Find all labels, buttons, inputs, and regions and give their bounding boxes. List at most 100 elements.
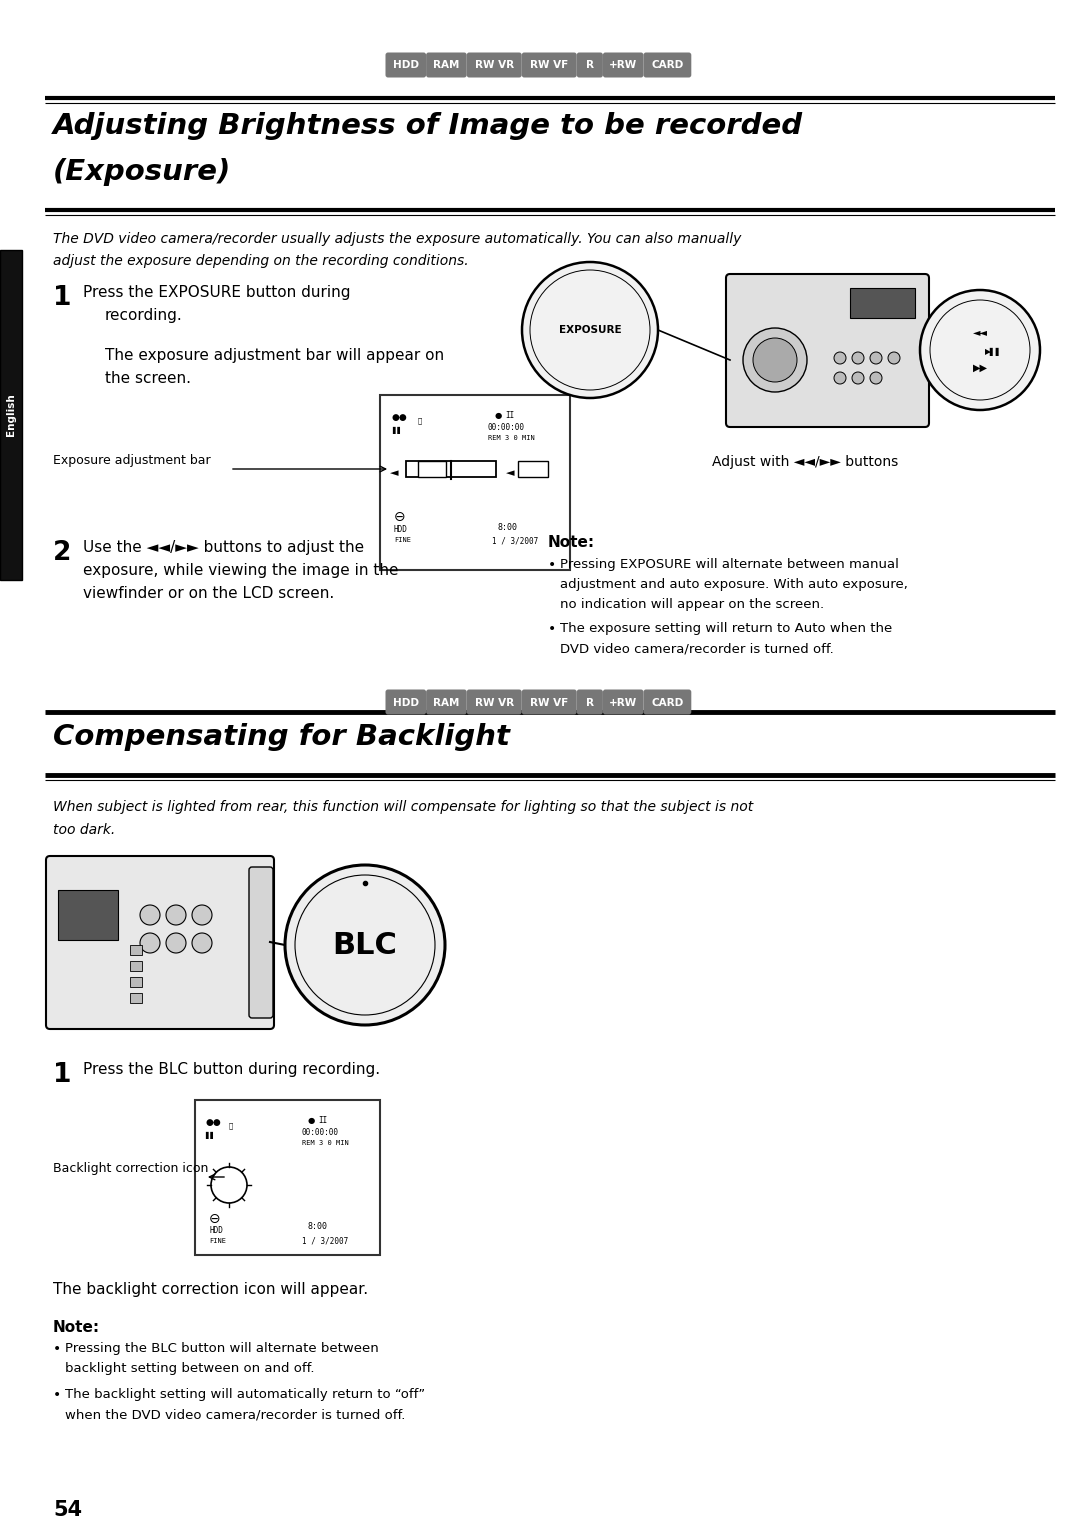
Text: 📷: 📷 <box>229 1122 233 1128</box>
Text: Compensating for Backlight: Compensating for Backlight <box>53 723 510 751</box>
Text: RW VF: RW VF <box>530 697 568 708</box>
Text: +RW: +RW <box>609 697 637 708</box>
Text: ◄: ◄ <box>390 468 399 479</box>
FancyBboxPatch shape <box>522 690 577 714</box>
Text: ▌▌: ▌▌ <box>392 427 403 434</box>
Text: EXPOSURE: EXPOSURE <box>558 326 621 335</box>
Circle shape <box>930 300 1030 401</box>
FancyBboxPatch shape <box>603 690 644 714</box>
Circle shape <box>870 352 882 364</box>
Text: 1 / 3/2007: 1 / 3/2007 <box>302 1235 348 1245</box>
Text: The backlight setting will automatically return to “off”: The backlight setting will automatically… <box>65 1388 426 1401</box>
Circle shape <box>285 865 445 1024</box>
Text: BLC: BLC <box>333 931 397 960</box>
Text: 1: 1 <box>53 1063 71 1089</box>
Circle shape <box>852 372 864 384</box>
Text: Pressing EXPOSURE will alternate between manual: Pressing EXPOSURE will alternate between… <box>561 558 899 570</box>
Text: (Exposure): (Exposure) <box>53 157 231 187</box>
FancyBboxPatch shape <box>130 992 141 1003</box>
FancyBboxPatch shape <box>0 251 22 579</box>
Text: HDD: HDD <box>393 61 419 70</box>
Circle shape <box>166 905 186 925</box>
Text: CARD: CARD <box>651 61 684 70</box>
Circle shape <box>140 905 160 925</box>
Circle shape <box>753 338 797 382</box>
Text: RAM: RAM <box>433 697 460 708</box>
Text: Note:: Note: <box>548 535 595 550</box>
Text: ◄: ◄ <box>507 468 514 479</box>
FancyBboxPatch shape <box>603 52 644 78</box>
Text: Exposure adjustment bar: Exposure adjustment bar <box>53 454 211 466</box>
Circle shape <box>192 905 212 925</box>
Text: •: • <box>53 1388 62 1402</box>
Text: Adjusting Brightness of Image to be recorded: Adjusting Brightness of Image to be reco… <box>53 112 804 141</box>
FancyBboxPatch shape <box>46 856 274 1029</box>
Text: Backlight correction icon: Backlight correction icon <box>53 1162 208 1174</box>
Text: too dark.: too dark. <box>53 823 116 836</box>
Circle shape <box>743 329 807 391</box>
Text: RW VR: RW VR <box>474 697 514 708</box>
Text: RW VF: RW VF <box>530 61 568 70</box>
Text: HDD: HDD <box>393 697 419 708</box>
Text: recording.: recording. <box>105 307 183 323</box>
Text: II: II <box>505 411 514 420</box>
Text: viewfinder or on the LCD screen.: viewfinder or on the LCD screen. <box>83 586 334 601</box>
Text: 📷: 📷 <box>418 417 422 424</box>
FancyBboxPatch shape <box>427 52 467 78</box>
Circle shape <box>870 372 882 384</box>
Text: •: • <box>548 622 556 636</box>
Text: ●: ● <box>308 1116 315 1125</box>
FancyBboxPatch shape <box>249 867 273 1018</box>
FancyBboxPatch shape <box>467 690 522 714</box>
Text: 00:00:00: 00:00:00 <box>488 424 525 433</box>
Text: backlight setting between on and off.: backlight setting between on and off. <box>65 1362 314 1375</box>
Text: Use the ◄◄/►► buttons to adjust the: Use the ◄◄/►► buttons to adjust the <box>83 540 364 555</box>
Text: 8:00: 8:00 <box>308 1222 328 1231</box>
FancyBboxPatch shape <box>58 890 118 940</box>
Circle shape <box>852 352 864 364</box>
Circle shape <box>522 261 658 398</box>
Circle shape <box>140 933 160 953</box>
FancyBboxPatch shape <box>522 52 577 78</box>
Text: The DVD video camera/recorder usually adjusts the exposure automatically. You ca: The DVD video camera/recorder usually ad… <box>53 232 741 246</box>
Text: RAM: RAM <box>433 61 460 70</box>
Text: •: • <box>548 558 556 572</box>
FancyBboxPatch shape <box>644 52 691 78</box>
Text: ⊖: ⊖ <box>394 511 406 524</box>
Circle shape <box>192 933 212 953</box>
FancyBboxPatch shape <box>130 945 141 956</box>
Text: DVD video camera/recorder is turned off.: DVD video camera/recorder is turned off. <box>561 642 834 654</box>
Circle shape <box>211 1167 247 1203</box>
Text: 1 / 3/2007: 1 / 3/2007 <box>492 537 538 546</box>
Text: The exposure setting will return to Auto when the: The exposure setting will return to Auto… <box>561 622 892 635</box>
FancyBboxPatch shape <box>850 287 915 318</box>
Text: ▶▶: ▶▶ <box>972 362 987 373</box>
Circle shape <box>834 352 846 364</box>
FancyBboxPatch shape <box>130 962 141 971</box>
Circle shape <box>530 271 650 390</box>
Text: ●●: ●● <box>392 413 408 422</box>
FancyBboxPatch shape <box>577 52 603 78</box>
Text: adjustment and auto exposure. With auto exposure,: adjustment and auto exposure. With auto … <box>561 578 908 592</box>
Text: 00:00:00: 00:00:00 <box>302 1128 339 1138</box>
Text: The backlight correction icon will appear.: The backlight correction icon will appea… <box>53 1281 368 1297</box>
FancyBboxPatch shape <box>577 690 603 714</box>
Text: FINE: FINE <box>210 1238 226 1245</box>
Text: Pressing the BLC button will alternate between: Pressing the BLC button will alternate b… <box>65 1342 379 1355</box>
Text: the screen.: the screen. <box>105 372 191 385</box>
Text: •: • <box>53 1342 62 1356</box>
Text: ●●: ●● <box>205 1118 220 1127</box>
Circle shape <box>295 875 435 1015</box>
Text: The exposure adjustment bar will appear on: The exposure adjustment bar will appear … <box>105 349 444 362</box>
Text: ⊖: ⊖ <box>210 1212 220 1226</box>
FancyBboxPatch shape <box>418 462 446 477</box>
Text: HDD: HDD <box>210 1226 222 1235</box>
Text: REM 3 0 MIN: REM 3 0 MIN <box>488 434 535 440</box>
Text: R: R <box>585 697 594 708</box>
Text: REM 3 0 MIN: REM 3 0 MIN <box>302 1141 349 1147</box>
Text: Press the BLC button during recording.: Press the BLC button during recording. <box>83 1063 380 1076</box>
FancyBboxPatch shape <box>386 690 427 714</box>
FancyBboxPatch shape <box>518 462 548 477</box>
FancyBboxPatch shape <box>195 1099 380 1255</box>
Text: FINE: FINE <box>394 537 411 543</box>
